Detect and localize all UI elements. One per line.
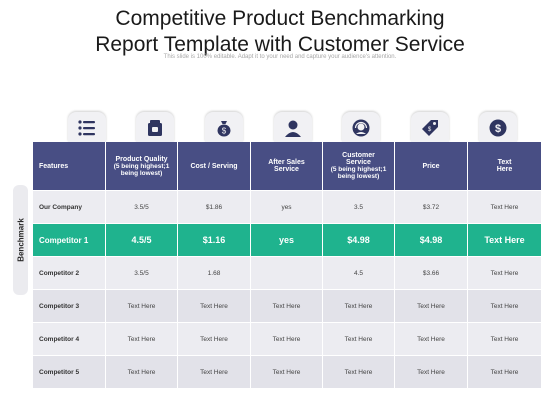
table-cell: Text Here: [251, 356, 323, 389]
table-cell: 3.5: [323, 191, 395, 224]
table-row: Competitor 5 Text Here Text Here Text He…: [33, 356, 541, 389]
header-quality-label: Product Quality: [115, 155, 168, 163]
svg-text:$: $: [428, 127, 432, 133]
header-after-sales: After Sales Service: [251, 142, 323, 191]
page-subtitle: This slide is 100% editable. Adapt it to…: [163, 54, 397, 60]
row-label: Our Company: [33, 191, 106, 224]
svg-text:$: $: [495, 123, 501, 135]
table-cell: Text Here: [106, 323, 178, 356]
table-cell: Text Here: [468, 323, 541, 356]
header-cost: Cost / Serving: [178, 142, 251, 191]
row-label: Competitor 1: [33, 224, 106, 257]
table-cell: 1.68: [178, 257, 251, 290]
header-after-sales-line-1: After Sales: [268, 159, 305, 166]
table-header-row: Features Product Quality (5 being highes…: [33, 142, 541, 191]
table-cell: Text Here: [251, 290, 323, 323]
row-label: Competitor 3: [33, 290, 106, 323]
header-text: Text Here: [468, 142, 541, 191]
table-cell: Text Here: [395, 290, 468, 323]
table-cell: $1.16: [178, 224, 251, 257]
table-cell: Text Here: [468, 356, 541, 389]
table-cell: Text Here: [251, 323, 323, 356]
benchmark-side-tab: Benchmark: [13, 185, 28, 295]
table-cell: Text Here: [323, 356, 395, 389]
money-bag-icon: $: [205, 112, 243, 142]
headset-icon: [342, 112, 380, 142]
header-cs-line-2: Service: [346, 159, 371, 166]
user-icon: [274, 112, 312, 142]
table-row: Competitor 3 Text Here Text Here Text He…: [33, 290, 541, 323]
title-line-2: Report Template with Customer Service: [95, 33, 465, 56]
table-row-highlighted: Competitor 1 4.5/5 $1.16 yes $4.98 $4.98…: [33, 224, 541, 257]
svg-text:$: $: [222, 127, 227, 136]
header-quality-sub: (5 being highest;1 being lowest): [113, 162, 170, 177]
price-tag-icon: $: [411, 112, 449, 142]
header-after-sales-line-2: Service: [274, 166, 299, 173]
table-cell: $1.86: [178, 191, 251, 224]
table-row: Competitor 2 3.5/5 1.68 4.5 $3.66 Text H…: [33, 257, 541, 290]
checklist-icon: [68, 112, 106, 142]
table-cell: 4.5/5: [106, 224, 178, 257]
table-cell: Text Here: [323, 290, 395, 323]
table-cell: Text Here: [323, 323, 395, 356]
table-cell: Text Here: [395, 323, 468, 356]
page-title: Competitive Product Benchmarking Report …: [0, 6, 560, 58]
table-cell: $3.72: [395, 191, 468, 224]
row-label: Competitor 4: [33, 323, 106, 356]
row-label: Competitor 2: [33, 257, 106, 290]
table-cell: 3.5/5: [106, 191, 178, 224]
table-cell: $4.98: [323, 224, 395, 257]
dollar-coin-icon: $: [479, 112, 517, 142]
table-cell: Text Here: [178, 356, 251, 389]
benchmark-label: Benchmark: [16, 218, 25, 262]
table-cell: Text Here: [178, 323, 251, 356]
box-icon: [136, 112, 174, 142]
header-customer-service: Customer Service (5 being highest;1 bein…: [323, 142, 395, 191]
table-cell: Text Here: [468, 191, 541, 224]
table-cell: Text Here: [395, 356, 468, 389]
header-cs-sub: (5 being highest;1 being lowest): [330, 166, 387, 180]
header-text-line-1: Text: [497, 159, 512, 166]
table-cell: Text Here: [106, 356, 178, 389]
table-cell: yes: [251, 191, 323, 224]
header-cs-line-1: Customer: [342, 152, 375, 159]
table-cell: Text Here: [468, 224, 541, 257]
title-line-1: Competitive Product Benchmarking: [115, 7, 445, 30]
header-text-line-2: Here: [496, 166, 513, 173]
column-icons-row: $ $ $: [60, 112, 541, 142]
table-cell: 3.5/5: [106, 257, 178, 290]
table-cell: Text Here: [106, 290, 178, 323]
header-price: Price: [395, 142, 468, 191]
table-cell: yes: [251, 224, 323, 257]
table-cell: Text Here: [468, 290, 541, 323]
table-cell: Text Here: [178, 290, 251, 323]
header-product-quality: Product Quality (5 being highest;1 being…: [106, 142, 178, 191]
header-features: Features: [33, 142, 106, 191]
benchmark-table: Features Product Quality (5 being highes…: [33, 142, 541, 389]
table-cell: Text Here: [468, 257, 541, 290]
row-label: Competitor 5: [33, 356, 106, 389]
table-cell: $3.66: [395, 257, 468, 290]
table-cell: [251, 257, 323, 290]
table-cell: 4.5: [323, 257, 395, 290]
table-row: Our Company 3.5/5 $1.86 yes 3.5 $3.72 Te…: [33, 191, 541, 224]
table-row: Competitor 4 Text Here Text Here Text He…: [33, 323, 541, 356]
table-cell: $4.98: [395, 224, 468, 257]
